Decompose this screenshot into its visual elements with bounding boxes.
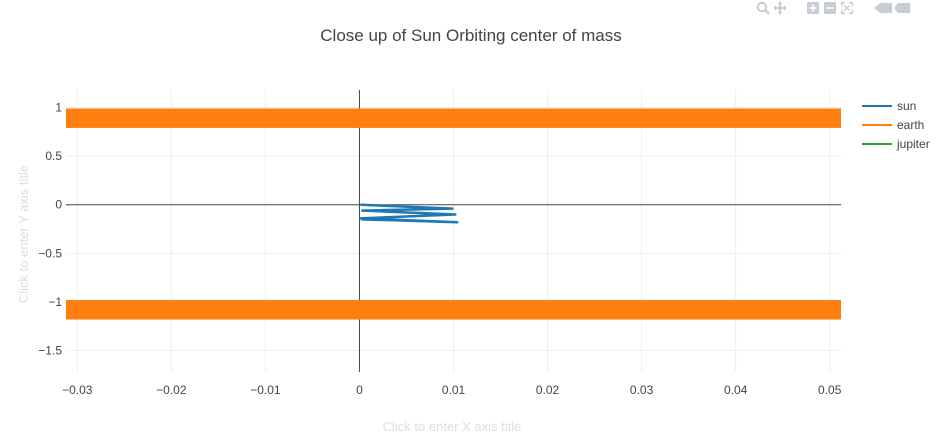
y-tick-label: 1 — [55, 101, 62, 115]
modebar — [755, 0, 912, 16]
zoom-in-icon[interactable] — [805, 0, 820, 15]
x-tick-label: 0.04 — [724, 383, 748, 397]
earth-band — [66, 108, 841, 128]
x-tick-label: 0.01 — [442, 383, 466, 397]
x-tick-label: 0.03 — [630, 383, 654, 397]
y-tick-label: −1 — [48, 295, 62, 309]
x-tick-label: 0 — [356, 383, 363, 397]
y-tick-label: 0 — [55, 198, 62, 212]
legend: sun earth jupiter — [862, 99, 930, 151]
legend-label-jupiter[interactable]: jupiter — [896, 137, 930, 151]
y-tick-label: −1.5 — [38, 344, 62, 358]
x-tick-label: 0.05 — [818, 383, 842, 397]
y-tick-label: 0.5 — [45, 149, 62, 163]
x-axis-title[interactable]: Click to enter X axis title — [383, 419, 522, 434]
zoom-out-icon[interactable] — [822, 0, 837, 15]
earth-band — [66, 300, 841, 320]
zero-lines — [66, 90, 841, 372]
y-axis-title[interactable]: Click to enter Y axis title — [16, 165, 31, 303]
pan-icon[interactable] — [772, 0, 787, 15]
x-tick-label: −0.03 — [62, 383, 93, 397]
sun-line — [359, 203, 459, 224]
hover-compare-icon[interactable] — [872, 0, 912, 15]
autoscale-icon[interactable] — [839, 0, 854, 15]
legend-label-earth[interactable]: earth — [897, 118, 924, 132]
tick-labels: −0.03 −0.02 −0.01 0 0.01 0.02 0.03 0.04 0.05 1 0.5… — [38, 101, 841, 397]
legend-label-sun[interactable]: sun — [897, 99, 916, 113]
y-tick-label: −0.5 — [38, 246, 62, 260]
x-tick-label: 0.02 — [536, 383, 560, 397]
x-tick-label: −0.01 — [250, 383, 281, 397]
data-layer — [66, 108, 841, 320]
zoom-icon[interactable] — [755, 0, 770, 15]
chart-title: Close up of Sun Orbiting center of mass — [320, 26, 621, 45]
x-tick-label: −0.02 — [156, 383, 187, 397]
